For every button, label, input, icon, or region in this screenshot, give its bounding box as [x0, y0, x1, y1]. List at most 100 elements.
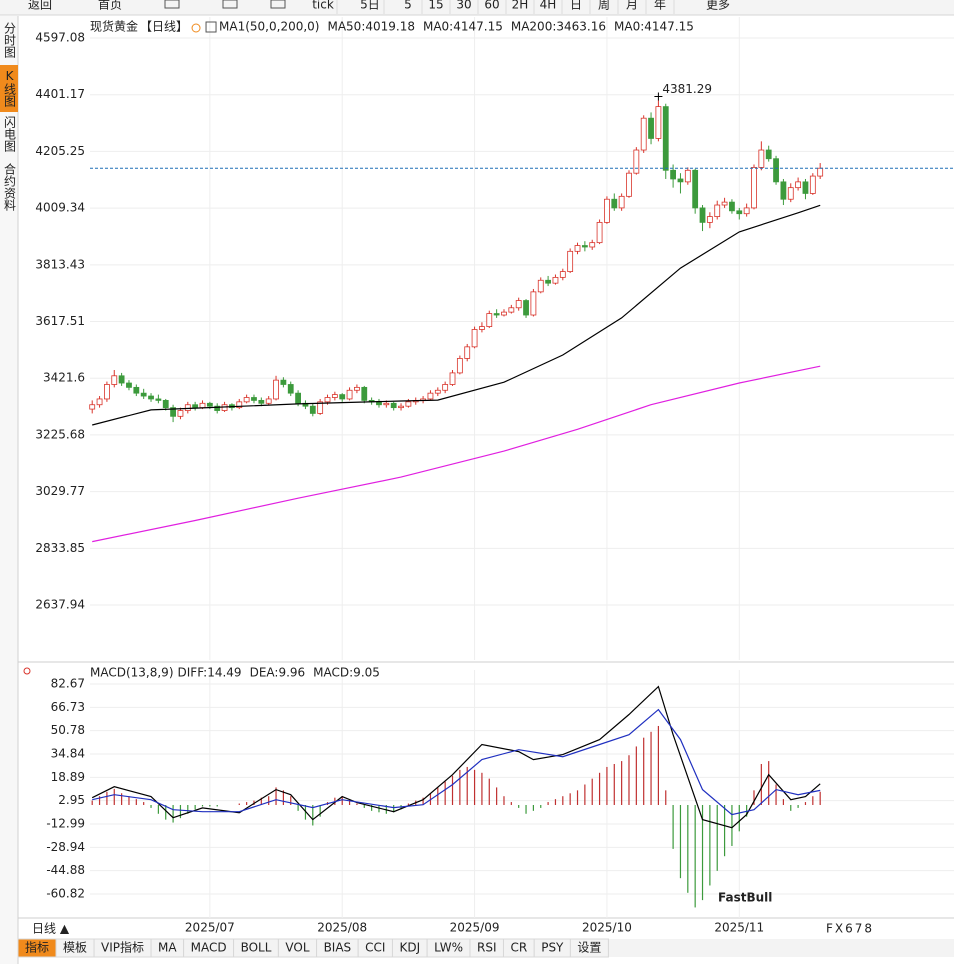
- candle-body: [809, 175, 816, 194]
- x-tick-label: 2025/10: [582, 921, 632, 935]
- candle-body: [140, 392, 147, 397]
- candle-body: [324, 397, 331, 403]
- tab[interactable]: MA: [158, 941, 177, 955]
- more-button[interactable]: 更多: [706, 0, 730, 12]
- candle-body: [442, 384, 449, 391]
- tab[interactable]: VOL: [285, 941, 309, 955]
- period-button[interactable]: 日: [570, 0, 582, 12]
- settings-icon[interactable]: [23, 667, 31, 675]
- candle-body: [729, 201, 735, 212]
- sidebar-tab[interactable]: K线图: [3, 69, 17, 107]
- candle-body: [479, 326, 485, 330]
- period-button[interactable]: 60: [484, 0, 499, 12]
- tab[interactable]: CCI: [365, 941, 385, 955]
- candle-body: [787, 187, 794, 200]
- period-selector[interactable]: 日线 ▲: [32, 922, 70, 936]
- tab[interactable]: BIAS: [324, 941, 352, 955]
- candle-body: [817, 167, 824, 177]
- candle-body: [361, 386, 368, 401]
- tab[interactable]: KDJ: [399, 941, 420, 955]
- tab[interactable]: 指标: [25, 940, 49, 955]
- period-button[interactable]: 5: [404, 0, 412, 12]
- toolbar-icon[interactable]: [270, 0, 286, 9]
- x-tick-label: 2025/09: [450, 921, 500, 935]
- legend-entry: DIFF:14.49: [178, 666, 242, 680]
- candle-body: [765, 149, 772, 160]
- candle-body: [589, 242, 596, 248]
- candle-body: [626, 172, 632, 197]
- candle-body: [273, 379, 279, 400]
- legend-entry: MA200:3463.16: [511, 20, 606, 34]
- candle-body: [721, 201, 728, 206]
- legend-entry: MA50:4019.18: [327, 20, 415, 34]
- y-tick-label: 4205.25: [35, 144, 85, 158]
- y-tick-label: 66.73: [51, 700, 85, 714]
- period-button[interactable]: tick: [312, 0, 334, 12]
- tab[interactable]: VIP指标: [101, 940, 144, 955]
- y-tick-label: 3225.68: [35, 427, 85, 441]
- y-tick-label: 34.84: [51, 747, 85, 761]
- period-button[interactable]: 年: [654, 0, 666, 12]
- tab[interactable]: CR: [510, 941, 527, 955]
- candle-body: [199, 402, 206, 409]
- indicator-icon[interactable]: [205, 21, 217, 33]
- period-button[interactable]: 30: [456, 0, 471, 12]
- candle-body: [692, 169, 699, 209]
- candle-body: [633, 149, 640, 174]
- x-tick-label: 2025/08: [317, 921, 367, 935]
- candle-body: [567, 250, 574, 272]
- x-tick-label: 2025/11: [714, 921, 764, 935]
- period-button[interactable]: 4H: [540, 0, 557, 12]
- candle-body: [640, 117, 647, 151]
- candle-body: [611, 198, 618, 209]
- candle-body: [251, 397, 257, 401]
- tab[interactable]: 模板: [63, 941, 87, 955]
- y-tick-label: 50.78: [51, 723, 85, 737]
- candle-body: [618, 195, 625, 209]
- period-button[interactable]: 月: [626, 0, 638, 12]
- peak-marker: [654, 92, 663, 101]
- indicator-line: [92, 204, 821, 426]
- chart-subtitle: 【日线】: [140, 20, 188, 34]
- home-button[interactable]: 首页: [98, 0, 122, 12]
- sidebar-tab[interactable]: 闪电图: [3, 116, 17, 152]
- period-button[interactable]: 周: [598, 0, 610, 12]
- candle-body: [258, 399, 265, 404]
- candle-body: [684, 169, 691, 183]
- tab[interactable]: PSY: [541, 941, 564, 955]
- sidebar-tab[interactable]: 合约资料: [3, 162, 17, 211]
- tab[interactable]: RSI: [477, 941, 497, 955]
- candle-body: [714, 204, 721, 218]
- candle-body: [280, 379, 287, 385]
- period-button[interactable]: 2H: [512, 0, 529, 12]
- candle-body: [96, 398, 103, 406]
- candle-body: [390, 402, 397, 409]
- tab[interactable]: MACD: [191, 941, 227, 955]
- toolbar-icon[interactable]: [222, 0, 238, 9]
- candle-body: [184, 404, 191, 411]
- tab[interactable]: BOLL: [241, 941, 272, 955]
- candle-body: [111, 375, 118, 385]
- sidebar-tab[interactable]: 分时图: [3, 22, 17, 58]
- candle-body: [743, 207, 750, 215]
- candle-body: [471, 329, 478, 348]
- tab[interactable]: 设置: [577, 941, 601, 955]
- back-button[interactable]: 返回: [28, 0, 52, 12]
- toolbar-icon[interactable]: [164, 0, 180, 9]
- period-icon[interactable]: [191, 23, 201, 33]
- y-tick-label: -28.94: [46, 840, 85, 854]
- candle-body: [493, 313, 500, 316]
- y-tick-label: -12.99: [46, 817, 85, 831]
- candle-body: [515, 300, 522, 309]
- candle-body: [346, 389, 353, 400]
- tab[interactable]: LW%: [434, 941, 463, 955]
- y-tick-label: 3421.6: [43, 371, 85, 385]
- period-button[interactable]: 5日: [360, 0, 380, 12]
- period-button[interactable]: 15: [428, 0, 443, 12]
- candle-body: [206, 402, 213, 407]
- candle-body: [574, 245, 581, 252]
- candle-body: [287, 384, 294, 394]
- candle-body: [162, 399, 169, 409]
- y-tick-label: 3029.77: [35, 484, 85, 498]
